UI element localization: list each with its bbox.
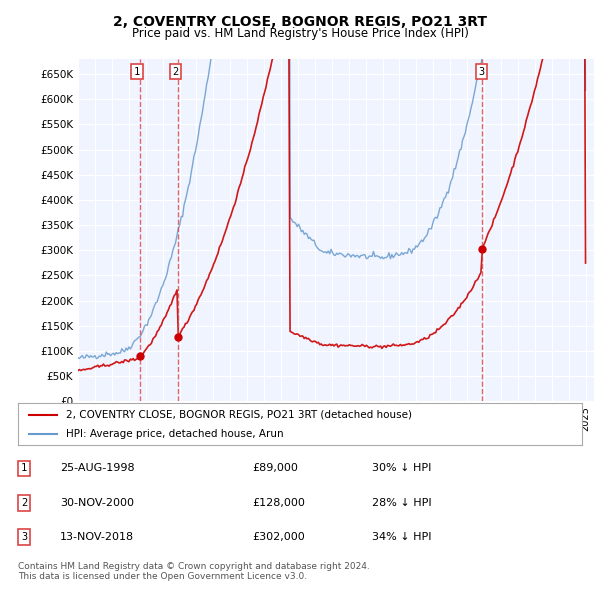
- Text: 28% ↓ HPI: 28% ↓ HPI: [372, 498, 431, 507]
- Text: 1: 1: [21, 464, 27, 473]
- Text: 13-NOV-2018: 13-NOV-2018: [60, 532, 134, 542]
- Text: 25-AUG-1998: 25-AUG-1998: [60, 464, 134, 473]
- Text: £89,000: £89,000: [252, 464, 298, 473]
- Text: 2: 2: [172, 67, 178, 77]
- Text: 3: 3: [478, 67, 485, 77]
- Text: 30-NOV-2000: 30-NOV-2000: [60, 498, 134, 507]
- Text: 2: 2: [21, 498, 27, 507]
- Text: HPI: Average price, detached house, Arun: HPI: Average price, detached house, Arun: [66, 428, 284, 438]
- Text: 34% ↓ HPI: 34% ↓ HPI: [372, 532, 431, 542]
- Text: £302,000: £302,000: [252, 532, 305, 542]
- Text: £128,000: £128,000: [252, 498, 305, 507]
- Text: 1: 1: [134, 67, 140, 77]
- Text: 3: 3: [21, 532, 27, 542]
- Text: Contains HM Land Registry data © Crown copyright and database right 2024.
This d: Contains HM Land Registry data © Crown c…: [18, 562, 370, 581]
- Text: 2, COVENTRY CLOSE, BOGNOR REGIS, PO21 3RT (detached house): 2, COVENTRY CLOSE, BOGNOR REGIS, PO21 3R…: [66, 410, 412, 420]
- Text: 2, COVENTRY CLOSE, BOGNOR REGIS, PO21 3RT: 2, COVENTRY CLOSE, BOGNOR REGIS, PO21 3R…: [113, 15, 487, 29]
- Text: Price paid vs. HM Land Registry's House Price Index (HPI): Price paid vs. HM Land Registry's House …: [131, 27, 469, 40]
- Text: 30% ↓ HPI: 30% ↓ HPI: [372, 464, 431, 473]
